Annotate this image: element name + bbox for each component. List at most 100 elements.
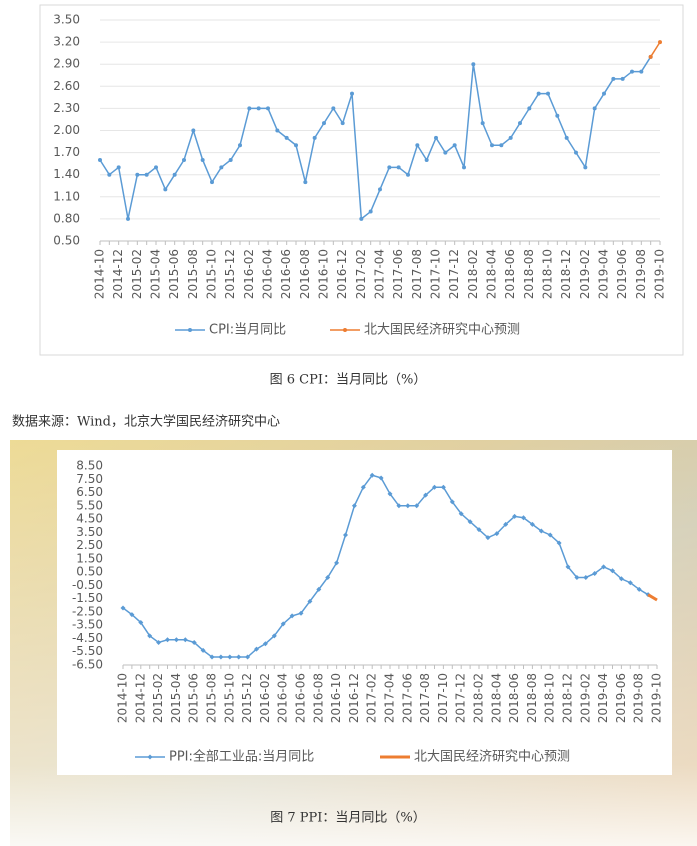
x-tick-label: 2015-02 (130, 249, 144, 299)
data-point (284, 135, 289, 140)
chart-frame (57, 450, 672, 775)
data-point (630, 69, 634, 74)
data-point (583, 574, 589, 580)
x-tick-label: 2018-04 (485, 249, 499, 299)
data-point (218, 654, 224, 660)
data-point (325, 574, 331, 580)
data-point (503, 521, 509, 527)
x-tick-label: 2016-10 (317, 249, 331, 299)
data-point (262, 641, 268, 647)
data-point (396, 503, 402, 509)
y-tick-label: -1.50 (72, 591, 103, 605)
data-point (378, 475, 384, 481)
x-tick-label: 2014-12 (111, 249, 125, 299)
data-point (499, 143, 504, 148)
data-point (135, 172, 140, 177)
data-point (210, 180, 214, 185)
data-line (647, 593, 658, 602)
data-point (610, 568, 615, 574)
y-tick-label: 3.50 (53, 13, 80, 27)
data-point (396, 165, 401, 170)
x-tick-label: 2018-04 (489, 673, 503, 723)
data-point (369, 472, 375, 478)
data-point (298, 610, 304, 616)
data-point (271, 633, 277, 639)
data-point (387, 491, 393, 497)
data-point (334, 560, 340, 566)
x-tick-label: 2019-02 (578, 673, 592, 723)
legend-label: 北大国民经济研究中心预测 (414, 750, 570, 765)
x-tick-label: 2018-08 (522, 249, 536, 299)
data-point (592, 570, 598, 576)
legend-marker (188, 328, 192, 332)
data-point (209, 654, 215, 660)
x-tick-label: 2014-12 (133, 673, 147, 723)
data-line (99, 56, 652, 221)
data-point (236, 654, 242, 660)
x-tick-label: 2017-04 (373, 249, 387, 299)
data-point (476, 527, 482, 533)
data-point (521, 515, 526, 521)
data-point (172, 172, 177, 177)
data-point (574, 150, 578, 155)
x-tick-label: 2018-06 (507, 673, 521, 723)
data-point (449, 499, 455, 505)
data-point (602, 91, 606, 96)
data-point (107, 172, 112, 177)
y-tick-label: 0.50 (76, 565, 103, 579)
x-tick-label: 2015-12 (240, 673, 254, 723)
data-point (245, 654, 251, 660)
y-tick-label: 1.70 (53, 145, 80, 159)
y-tick-label: 2.60 (53, 79, 80, 93)
data-point (564, 135, 569, 140)
x-tick-label: 2014-10 (93, 249, 107, 299)
data-point (648, 54, 653, 59)
data-point (182, 637, 188, 643)
data-point (378, 187, 382, 192)
data-point (424, 157, 429, 162)
x-tick-label: 2016-10 (329, 673, 343, 723)
x-tick-label: 2019-02 (578, 249, 592, 299)
data-line (122, 474, 649, 658)
chart-frame (39, 4, 684, 356)
data-point (405, 503, 411, 509)
data-point (156, 639, 162, 645)
x-tick-label: 2017-08 (418, 673, 432, 723)
x-tick-label: 2017-08 (410, 249, 424, 299)
y-tick-label: 7.50 (76, 472, 103, 486)
data-point (658, 40, 662, 45)
y-tick-label: -4.50 (72, 631, 103, 645)
data-point (546, 91, 550, 96)
y-tick-label: 0.50 (53, 234, 80, 248)
x-tick-label: 2015-08 (205, 673, 219, 723)
data-point (508, 135, 513, 140)
data-point (529, 521, 535, 527)
data-point (247, 106, 252, 111)
y-tick-label: -0.50 (72, 578, 103, 592)
x-tick-label: 2017-06 (391, 249, 405, 299)
x-tick-label: 2019-10 (653, 249, 667, 299)
data-point (490, 143, 494, 148)
data-point (471, 62, 476, 67)
x-tick-label: 2017-12 (454, 673, 468, 723)
data-point (312, 135, 317, 140)
data-point (126, 216, 130, 221)
y-tick-label: 8.50 (76, 459, 103, 473)
y-tick-label: 2.30 (53, 101, 80, 115)
x-tick-label: 2017-10 (429, 249, 443, 299)
x-tick-label: 2019-06 (614, 673, 628, 723)
data-point (480, 121, 485, 126)
x-tick-label: 2018-10 (541, 249, 555, 299)
y-tick-label: 2.00 (53, 123, 80, 137)
x-tick-label: 2017-06 (400, 673, 414, 723)
x-tick-label: 2018-10 (543, 673, 557, 723)
x-tick-label: 2015-08 (186, 249, 200, 299)
data-point (414, 503, 420, 509)
data-point (627, 580, 633, 586)
x-tick-label: 2018-12 (559, 249, 573, 299)
data-point (228, 157, 233, 162)
data-point (555, 113, 560, 118)
data-point (359, 216, 364, 221)
data-point (219, 165, 224, 170)
